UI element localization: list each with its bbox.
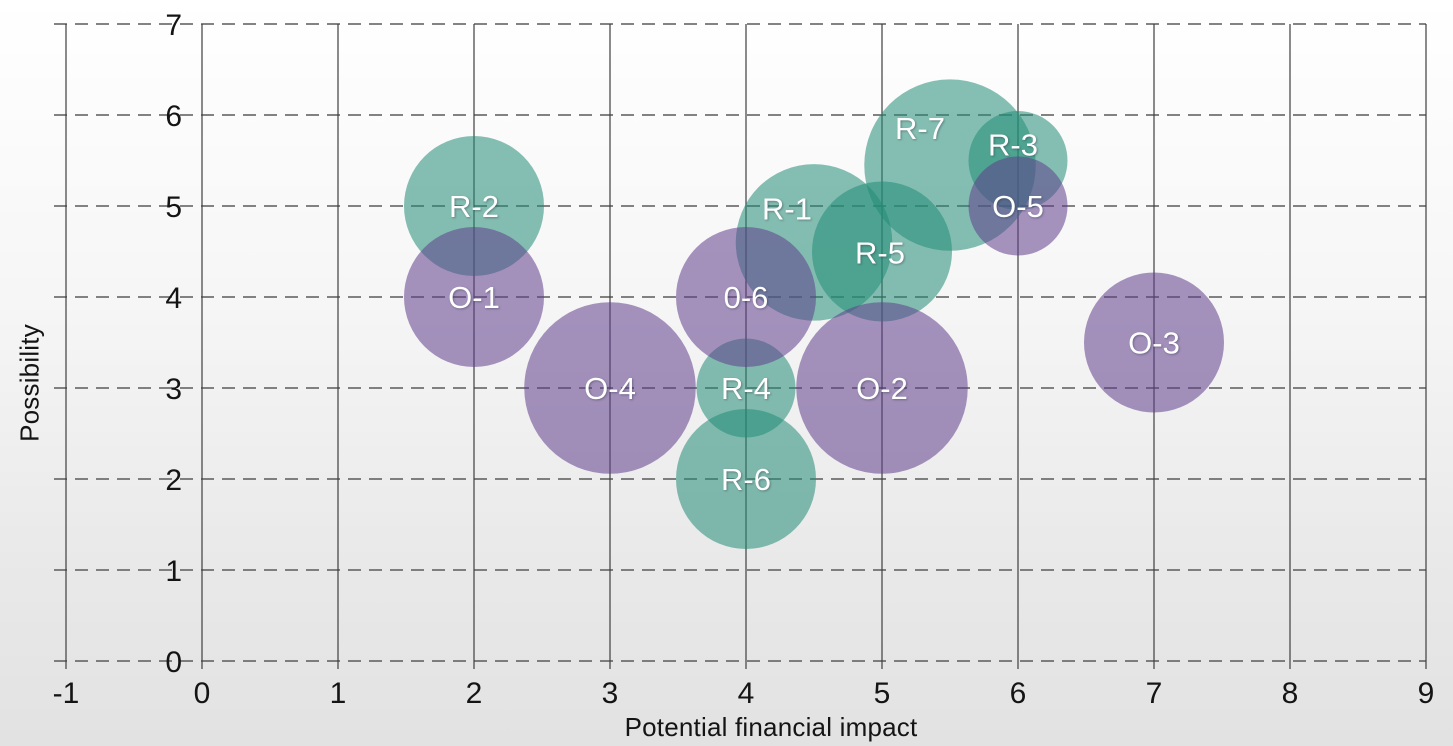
x-tick-label-2: 2 (466, 677, 483, 710)
x-tick-label-7: 7 (1146, 677, 1163, 710)
bubble-O-1[interactable] (403, 226, 545, 368)
y-tick-label-1: 1 (165, 555, 182, 588)
bubble-label-0-6: 0-6 (724, 280, 769, 315)
x-tick-label-4: 4 (738, 677, 755, 710)
bubble-O-5[interactable] (968, 156, 1068, 256)
bubble-0-6[interactable] (675, 226, 817, 368)
x-tick-label-5: 5 (874, 677, 891, 710)
bubble-O-4[interactable] (524, 302, 696, 474)
y-axis-title: Possibility (14, 324, 45, 442)
y-tick-label-4: 4 (165, 282, 182, 315)
bubble-label-O-3: O-3 (1128, 326, 1180, 361)
bubble-label-R-3: R-3 (988, 128, 1038, 163)
x-axis-title: Potential financial impact (624, 712, 918, 742)
y-tick-label-6: 6 (165, 100, 182, 133)
bubble-label-R-2: R-2 (449, 189, 499, 224)
y-tick-label-3: 3 (165, 373, 182, 406)
bubble-label-R-4: R-4 (721, 371, 771, 406)
y-tick-label-2: 2 (165, 464, 182, 497)
bubble-label-R-5: R-5 (855, 236, 905, 271)
x-tick-label-8: 8 (1282, 677, 1299, 710)
bubble-label-O-1: O-1 (448, 280, 500, 315)
bubble-label-R-1: R-1 (762, 191, 812, 226)
bubble-R-4[interactable] (696, 338, 796, 438)
x-tick-label-3: 3 (602, 677, 619, 710)
bubble-label-O-2: O-2 (856, 371, 908, 406)
bubble-label-R-6: R-6 (721, 462, 771, 497)
x-tick-label-1: 1 (330, 677, 347, 710)
bubble-label-O-5: O-5 (992, 189, 1044, 224)
bubble-O-2[interactable] (796, 302, 968, 474)
y-tick-label-0: 0 (165, 646, 182, 679)
x-tick-label-6: 6 (1010, 677, 1027, 710)
bubble-label-O-4: O-4 (584, 371, 636, 406)
bubble-label-R-7: R-7 (895, 111, 945, 146)
x-tick-label-9: 9 (1418, 677, 1435, 710)
x-tick-label-0: 0 (194, 677, 211, 710)
y-tick-label-5: 5 (165, 191, 182, 224)
bubble-O-3[interactable] (1083, 272, 1225, 413)
y-tick-label-7: 7 (165, 9, 182, 42)
bubble-R-6[interactable] (675, 408, 817, 550)
x-tick-label--1: -1 (53, 677, 80, 710)
